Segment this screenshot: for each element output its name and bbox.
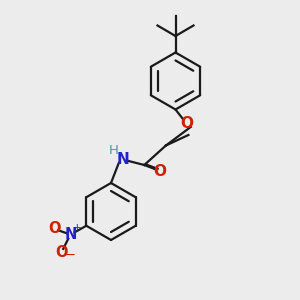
Text: N: N: [64, 227, 77, 242]
Text: O: O: [48, 221, 61, 236]
Text: −: −: [64, 249, 76, 262]
Text: O: O: [56, 245, 68, 260]
Text: H: H: [109, 143, 118, 157]
Text: O: O: [180, 116, 194, 130]
Text: N: N: [116, 152, 129, 166]
Text: +: +: [73, 223, 82, 233]
Text: O: O: [153, 164, 167, 178]
